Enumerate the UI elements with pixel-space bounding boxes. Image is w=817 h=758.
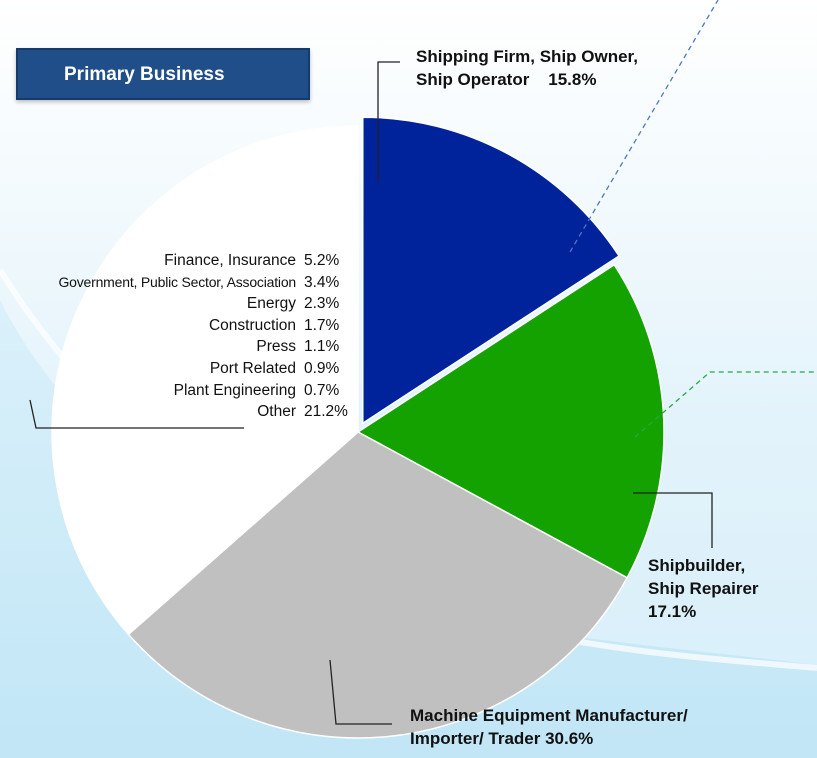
breakdown-row: Port Related 0.9% (209, 359, 340, 377)
pie-slice-machine (127, 431, 629, 739)
pie-slice-shipping (362, 116, 621, 425)
pie-slice-shipbuilder (356, 263, 665, 579)
breakdown-row: Press 1.1% (256, 338, 340, 356)
breakdown-row: Other 21.2% (257, 403, 348, 421)
leader-line-shipbuilder (633, 492, 713, 548)
chart-title: Primary Business (64, 64, 225, 85)
pie-slice-other (51, 125, 359, 636)
callout-shipbuilder: Shipbuilder, Ship Repairer 17.1% (648, 554, 759, 623)
other-breakdown-list: Finance, Insurance 5.2% Government, Publi… (0, 250, 352, 423)
callout-shipbuilder-line2: Ship Repairer (648, 579, 759, 598)
callout-shipping: Shipping Firm, Ship Owner, Ship Operator… (416, 45, 638, 91)
callout-shipping-line2: Ship Operator 15.8% (416, 70, 597, 89)
callout-shipbuilder-line1: Shipbuilder, (648, 556, 746, 575)
callout-shipbuilder-line3: 17.1% (648, 602, 697, 621)
leader-line-machine (329, 659, 392, 725)
callout-shipping-line1: Shipping Firm, Ship Owner, (416, 47, 638, 66)
leader-line-other (29, 399, 244, 429)
leader-lines (29, 0, 817, 725)
dashed-line-green (634, 371, 817, 438)
callout-machine-line2: Importer/ Trader 30.6% (410, 729, 594, 748)
pie-slices (51, 116, 665, 739)
breakdown-row: Construction 1.7% (208, 316, 340, 334)
breakdown-row: Finance, Insurance 5.2% (164, 252, 340, 269)
breakdown-row: Energy 2.3% (246, 295, 340, 313)
leader-line-shipping (377, 61, 400, 182)
breakdown-row: Government, Public Sector, Association 3.… (58, 273, 340, 291)
dashed-line-blue (569, 0, 719, 253)
callout-machine-line1: Machine Equipment Manufacturer/ (410, 706, 688, 725)
callout-machine: Machine Equipment Manufacturer/ Importer… (410, 704, 688, 750)
title-box: Primary Business (16, 48, 310, 100)
breakdown-row: Plant Engineering 0.7% (173, 381, 340, 399)
